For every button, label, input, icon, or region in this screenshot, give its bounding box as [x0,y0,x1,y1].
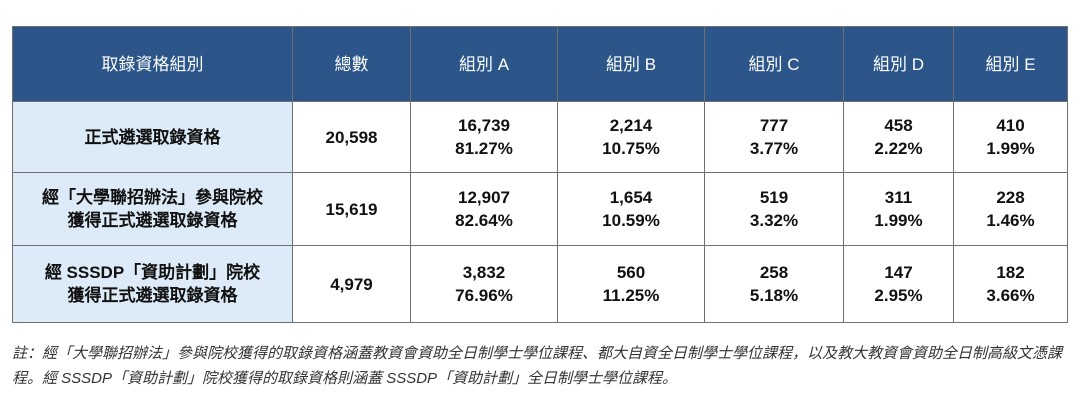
group-cell: 182 3.66% [953,245,1068,323]
group-cell: 147 2.95% [843,245,954,323]
group-cell: 16,739 81.27% [410,101,558,173]
count: 2,214 [609,116,653,135]
group-cell: 258 5.18% [704,245,844,323]
group-cell: 3,832 76.96% [410,245,558,323]
count: 228 [996,188,1025,207]
group-cell: 560 11.25% [557,245,705,323]
percent: 3.77% [749,139,799,158]
header-cell: 組別 D [843,26,954,102]
percent: 11.25% [602,286,660,305]
percent: 76.96% [455,286,513,305]
count: 410 [996,116,1025,135]
percent: 10.59% [602,211,660,230]
count: 777 [759,116,789,135]
percent: 2.22% [874,139,923,158]
count: 258 [759,263,789,282]
percent: 82.64% [455,211,513,230]
count: 1,654 [609,188,653,207]
group-cell: 458 2.22% [843,101,954,173]
percent: 1.46% [986,211,1035,230]
group-cell: 1,654 10.59% [557,172,705,246]
label-line: 經 SSSDP「資助計劃」院校 [44,263,261,282]
header-cell: 總數 [292,26,411,102]
count: 182 [996,263,1025,282]
percent: 10.75% [602,139,660,158]
header-cell: 組別 A [410,26,558,102]
group-cell: 519 3.32% [704,172,844,246]
total-cell: 20,598 [292,101,411,173]
row-label: 正式遴選取錄資格 [12,101,293,173]
group-cell: 2,214 10.75% [557,101,705,173]
percent: 5.18% [749,286,799,305]
group-cell: 311 1.99% [843,172,954,246]
group-cell: 777 3.77% [704,101,844,173]
count: 12,907 [458,188,510,207]
count: 16,739 [458,116,510,135]
percent: 2.95% [874,286,923,305]
table-row: 經「大學聯招辦法」參與院校 獲得正式遴選取錄資格 15,619 12,907 82.64… [12,172,1068,246]
count: 311 [884,188,913,207]
label-line: 獲得正式遴選取錄資格 [67,286,238,305]
row-label: 經 SSSDP「資助計劃」院校 獲得正式遴選取錄資格 [12,245,293,323]
percent: 1.99% [874,211,923,230]
label-line: 獲得正式遴選取錄資格 [67,211,238,230]
header-cell: 組別 C [704,26,844,102]
group-cell: 12,907 82.64% [410,172,558,246]
group-cell: 410 1.99% [953,101,1068,173]
header-row: 取錄資格組別 總數 組別 A 組別 B 組別 C 組別 D 組別 E [12,26,1068,102]
percent: 81.27% [455,139,513,158]
total-cell: 15,619 [292,172,411,246]
table-row: 正式遴選取錄資格 20,598 16,739 81.27% 2,214 10.75% 777… [12,101,1068,173]
total-cell: 4,979 [292,245,411,323]
table-body: 正式遴選取錄資格 20,598 16,739 81.27% 2,214 10.75% 777… [12,101,1068,323]
count: 3,832 [462,263,506,282]
group-cell: 228 1.46% [953,172,1068,246]
footnote: 註：經「大學聯招辦法」參與院校獲得的取錄資格涵蓋教資會資助全日制學士學位課程、都… [12,345,1063,387]
row-label: 經「大學聯招辦法」參與院校 獲得正式遴選取錄資格 [12,172,293,246]
count: 147 [884,263,913,282]
header-cell: 取錄資格組別 [12,26,293,102]
count: 560 [616,263,646,282]
label-line: 經「大學聯招辦法」參與院校 [42,188,263,207]
percent: 1.99% [986,139,1035,158]
header-cell: 組別 E [953,26,1068,102]
table-row: 經 SSSDP「資助計劃」院校 獲得正式遴選取錄資格 4,979 3,832 76.96… [12,245,1068,323]
count: 519 [759,188,789,207]
percent: 3.66% [986,286,1035,305]
header-cell: 組別 B [557,26,705,102]
label-line: 正式遴選取錄資格 [84,127,221,147]
percent: 3.32% [749,211,799,230]
count: 458 [884,116,913,135]
admission-table: 取錄資格組別 總數 組別 A 組別 B 組別 C 組別 D 組別 E 正式遴選取錄資格 20,… [12,26,1068,323]
